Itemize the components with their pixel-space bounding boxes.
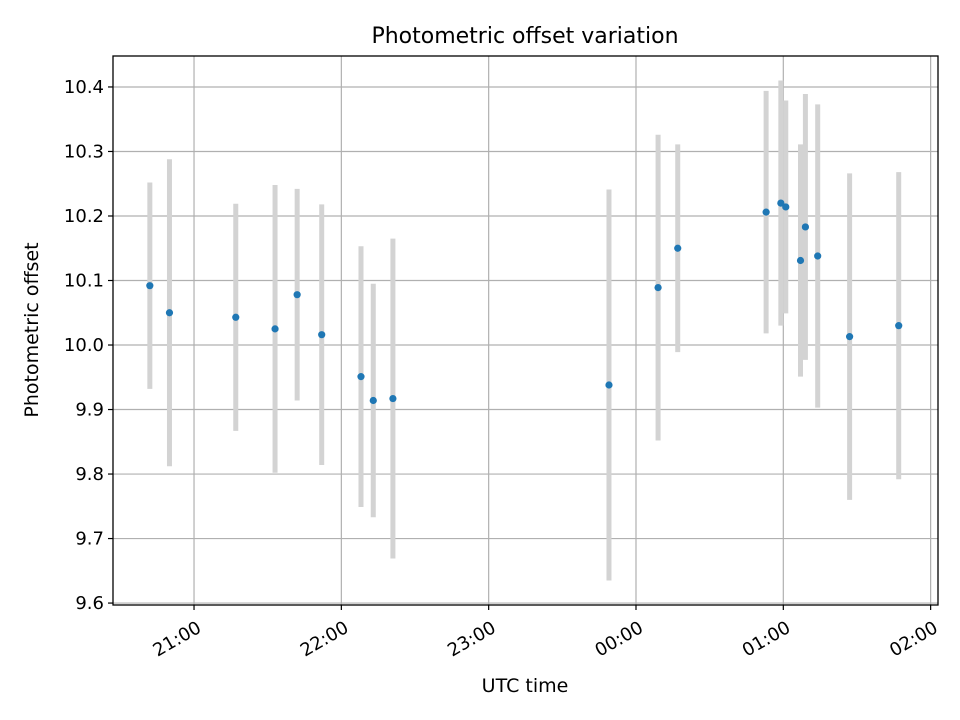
y-tick-label: 9.6 [75,593,104,614]
y-tick-label: 10.3 [64,141,104,162]
x-axis-label: UTC time [482,675,569,697]
data-point [777,199,785,207]
data-point [846,333,854,341]
data-point [796,256,805,265]
y-tick-label: 10.0 [64,335,104,356]
data-point [232,313,240,321]
y-tick-label: 9.8 [75,464,104,485]
data-point [369,396,377,405]
data-point [271,325,279,333]
y-tick-label: 10.4 [64,77,104,98]
data-point [389,394,397,403]
data-point [165,309,174,317]
data-point [318,331,326,339]
data-point [293,291,301,299]
data-point [146,282,154,290]
y-tick-label: 10.1 [64,271,104,292]
y-tick-label: 9.7 [75,529,104,550]
data-point [357,373,365,381]
data-points [146,199,903,405]
data-point [674,244,682,252]
data-point [654,283,662,292]
data-point [895,322,903,330]
y-axis-label: Photometric offset [21,242,43,417]
y-tick-label: 10.2 [64,206,104,227]
plot-area-frame [112,55,939,606]
data-point [814,252,822,260]
data-point [801,223,810,231]
chart-title: Photometric offset variation [371,24,678,49]
data-point [762,208,770,216]
y-tick-label: 9.9 [75,400,104,421]
data-point [782,203,790,211]
data-point [605,381,613,389]
